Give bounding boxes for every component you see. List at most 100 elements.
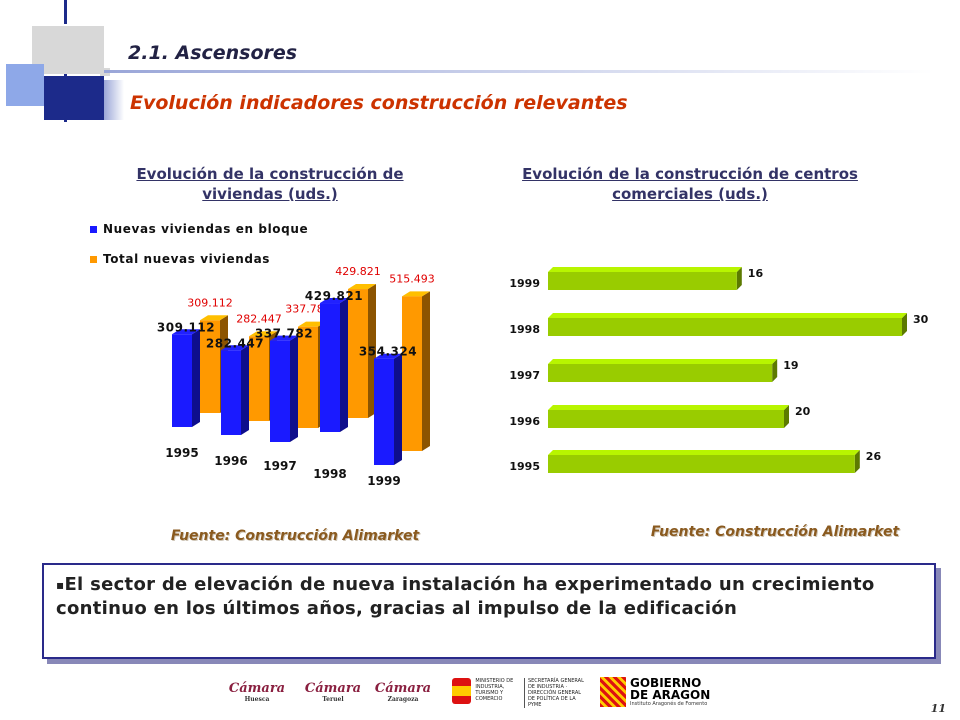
hbar-1995-front [548, 455, 855, 473]
hbar-tick-1995: 1995 [509, 460, 540, 473]
hbar-1997-front [548, 364, 773, 382]
camara-zaragoza-name: Cámara [374, 681, 432, 696]
bar-bloque-1996-front [221, 350, 241, 435]
bar-bloque-1998 [320, 298, 348, 432]
gobierno-aragon-logo: GOBIERNO DE ARAGON Instituto Aragonés de… [600, 677, 720, 711]
housing-chart-title: Evolución de la construcción de vivienda… [136, 165, 404, 203]
hbar-1997 [548, 359, 778, 382]
bar-bloque-1999-front [374, 358, 394, 465]
legend-swatch-orange [90, 255, 97, 263]
housing-chart-source: Fuente: Construcción Alimarket [170, 528, 420, 544]
hbar-1999-top [548, 267, 742, 272]
bar-bloque-1998-side [340, 298, 348, 432]
slide-subtitle: Evolución indicadores construcción relev… [130, 92, 628, 114]
hbar-tick-1996: 1996 [509, 415, 540, 428]
label-total-1996: 282.447 [236, 312, 282, 325]
label-bloque-1995: 309.112 [157, 320, 215, 334]
hbar-value-1997: 19 [783, 359, 798, 372]
camara-huesca-sub: Huesca [244, 696, 270, 703]
bar-bloque-1996-side [241, 345, 249, 435]
section-title: 2.1. Ascensores [128, 42, 298, 64]
legend-item-total: Total nuevas viviendas [90, 252, 308, 266]
hbar-1999-side [736, 267, 742, 290]
tick-label-1999: 1999 [367, 474, 400, 488]
bar-bloque-1995-side [192, 329, 200, 427]
bar-total-1999-side [422, 291, 430, 451]
label-total-1995: 309.112 [187, 296, 233, 309]
bar-bloque-1998-front [320, 303, 340, 432]
bar-total-1999 [402, 291, 430, 451]
hbar-1995 [548, 450, 860, 473]
legend-swatch-blue [90, 225, 97, 233]
hbar-1999 [548, 267, 742, 290]
tick-label-1997: 1997 [263, 459, 296, 473]
bar-bloque-1999-top [374, 353, 402, 359]
bar-bloque-1999 [374, 353, 402, 465]
hbar-1996-front [548, 410, 784, 428]
camara-teruel-sub: Teruel [322, 696, 344, 703]
bar-total-1995-top [200, 315, 228, 321]
summary-text: ▪El sector de elevación de nueva instala… [56, 573, 916, 621]
camara-huesca-name: Cámara [228, 681, 286, 696]
gobierno-line2: DE ARAGON [630, 688, 711, 702]
bar-total-1997-top [298, 321, 326, 327]
malls-chart-title: Evolución de la construcción de centros … [522, 165, 858, 203]
bar-total-1998-front [348, 289, 368, 418]
tick-label-1996: 1996 [214, 454, 247, 468]
ministry-text-right: SECRETARÍA GENERAL DE INDUSTRIA · DIRECC… [523, 678, 588, 708]
hbar-1998-side [902, 313, 907, 336]
ministry-logo: MINISTERIO DE INDUSTRIA, TURISMO Y COMER… [452, 678, 588, 710]
bar-bloque-1997 [270, 335, 298, 442]
label-total-1997: 337.782 [285, 303, 331, 316]
label-bloque-1996: 282.447 [206, 336, 264, 350]
tick-label-1995: 1995 [165, 446, 198, 460]
hbar-1995-side [854, 450, 860, 473]
legend-label-nuevas: Nuevas viviendas en bloque [103, 222, 309, 236]
summary-bullet: ▪ [56, 578, 65, 592]
housing-chart-legend: Nuevas viviendas en bloque Total nuevas … [90, 222, 308, 266]
gobierno-line1: GOBIERNO [630, 676, 702, 690]
hbar-1998-top [548, 313, 907, 318]
camara-teruel-name: Cámara [304, 681, 362, 696]
bar-total-1996-front [249, 336, 269, 421]
summary-body: El sector de elevación de nueva instalac… [56, 574, 875, 619]
camara-zaragoza-logo: Cámara Zaragoza [368, 681, 438, 703]
hbar-value-1999: 16 [748, 267, 764, 280]
bar-bloque-1997-side [290, 335, 298, 442]
camara-huesca-logo: Cámara Huesca [222, 681, 292, 703]
label-total-1998: 429.821 [335, 265, 381, 278]
ministry-text-left: MINISTERIO DE INDUSTRIA, TURISMO Y COMER… [475, 678, 514, 702]
legend-item-nuevas: Nuevas viviendas en bloque [90, 222, 308, 236]
label-bloque-1999: 354.324 [359, 345, 417, 359]
bar-bloque-1997-top [270, 335, 298, 341]
gobierno-line3: Instituto Aragonés de Fomento [630, 701, 708, 707]
bar-bloque-1996-top [221, 345, 249, 351]
label-total-1999: 515.493 [389, 272, 435, 285]
bar-total-1995-front [200, 320, 220, 413]
ministry-crest-icon [452, 678, 472, 704]
label-bloque-1998: 429.821 [305, 289, 363, 303]
bar-bloque-1995 [172, 329, 200, 427]
bar-bloque-1995-front [172, 334, 192, 427]
tick-label-1998: 1998 [313, 467, 346, 481]
hbar-1997-side [772, 359, 778, 382]
bar-bloque-1999-side [394, 353, 402, 465]
bar-bloque-1997-front [270, 340, 290, 442]
aragon-flag-icon [600, 677, 626, 707]
hbar-1997-top [548, 359, 778, 364]
hbar-1995-top [548, 450, 860, 455]
hbar-1998-front [548, 318, 902, 336]
hbar-tick-1997: 1997 [509, 369, 540, 382]
hbar-1998 [548, 313, 907, 336]
bar-bloque-1998-top [320, 298, 348, 304]
hbar-1996-top [548, 405, 789, 410]
hbar-1996-side [784, 405, 789, 428]
corner-decoration [0, 0, 934, 122]
bar-total-1998-top [348, 284, 376, 290]
page-number: 11 [930, 702, 946, 715]
hbar-value-1998: 30 [913, 313, 929, 326]
malls-chart-source: Fuente: Construcción Alimarket [650, 524, 900, 540]
hbar-tick-1998: 1998 [509, 323, 540, 336]
